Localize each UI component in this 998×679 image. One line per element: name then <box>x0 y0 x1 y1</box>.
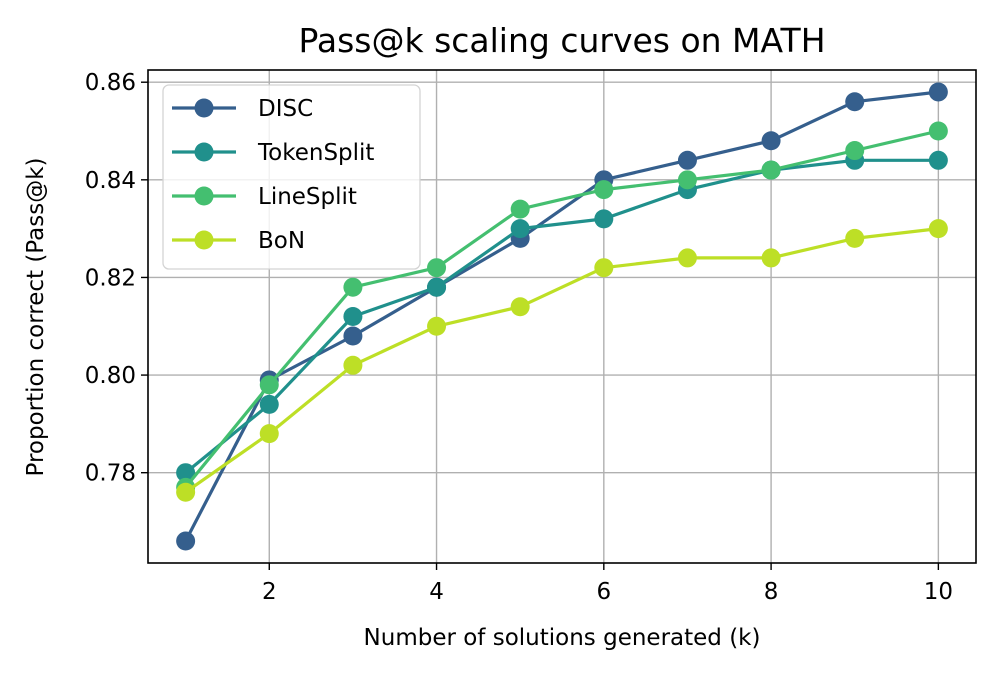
legend-marker <box>194 186 214 206</box>
series-bon <box>176 219 948 502</box>
x-tick-label: 8 <box>764 579 779 605</box>
series-line <box>184 90 939 542</box>
legend-box <box>162 84 421 270</box>
data-series <box>176 82 948 551</box>
data-point <box>677 248 697 268</box>
data-point <box>510 297 530 317</box>
data-point <box>761 131 781 151</box>
data-point <box>594 258 614 278</box>
data-point <box>176 463 196 483</box>
data-point <box>845 92 865 112</box>
x-tick-label: 4 <box>429 579 444 605</box>
data-point <box>928 150 948 170</box>
series-line <box>184 129 939 489</box>
series-tokensplit <box>176 150 948 483</box>
y-tick-label: 0.84 <box>85 168 136 194</box>
series-linesplit <box>176 121 948 497</box>
data-point <box>594 209 614 229</box>
y-tick-label: 0.78 <box>85 461 136 487</box>
data-point <box>259 424 279 444</box>
legend: DISC TokenSplit LineSplit BoN <box>162 84 421 270</box>
data-point <box>343 355 363 375</box>
data-point <box>343 326 363 346</box>
data-point <box>928 121 948 141</box>
data-point <box>343 277 363 297</box>
y-tick-label: 0.82 <box>85 265 136 291</box>
series-line <box>184 158 939 474</box>
data-point <box>928 82 948 102</box>
y-axis-label: Proportion correct (Pass@k) <box>23 158 49 477</box>
series-line <box>184 227 939 494</box>
data-point <box>427 277 447 297</box>
data-point <box>176 482 196 502</box>
data-point <box>677 150 697 170</box>
legend-label: LineSplit <box>258 184 357 210</box>
legend-label: TokenSplit <box>257 140 374 166</box>
data-point <box>176 531 196 551</box>
legend-marker <box>194 142 214 162</box>
axis-ticks: 2 4 6 8 10 0.78 0.80 0.82 0.84 0.86 <box>85 70 953 605</box>
data-point <box>845 141 865 161</box>
data-point <box>845 228 865 248</box>
data-point <box>510 219 530 239</box>
data-point <box>343 307 363 326</box>
data-point <box>761 160 781 180</box>
data-point <box>427 258 447 278</box>
data-point <box>510 199 530 219</box>
data-point <box>761 248 781 268</box>
data-point <box>427 316 447 336</box>
legend-marker <box>194 98 214 118</box>
data-point <box>928 219 948 239</box>
x-axis-label: Number of solutions generated (k) <box>364 625 761 651</box>
x-tick-label: 6 <box>596 579 611 605</box>
chart-title: Pass@k scaling curves on MATH <box>298 21 825 60</box>
legend-marker <box>194 230 214 250</box>
data-point <box>259 394 279 414</box>
y-tick-label: 0.80 <box>85 363 136 389</box>
data-point <box>677 170 697 190</box>
legend-label: DISC <box>258 96 313 122</box>
plot-area-frame <box>147 69 977 564</box>
legend-label: BoN <box>258 228 305 254</box>
x-tick-label: 10 <box>924 579 953 605</box>
x-tick-label: 2 <box>262 579 277 605</box>
y-tick-label: 0.86 <box>85 70 136 96</box>
data-point <box>594 180 614 200</box>
data-point <box>259 375 279 395</box>
